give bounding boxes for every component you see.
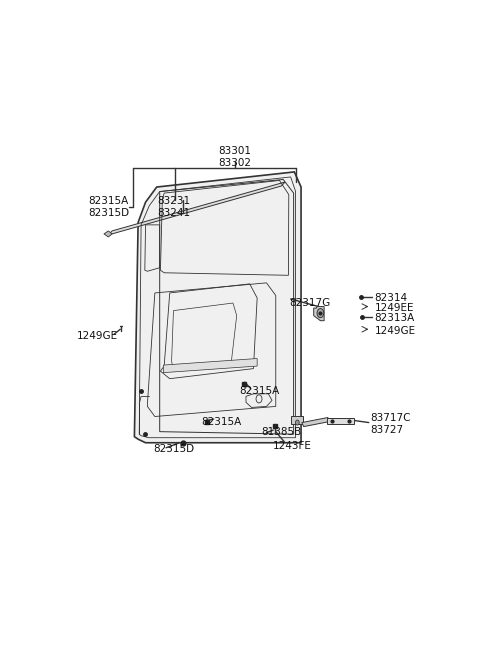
Text: 1249EE: 1249EE [374,303,414,313]
Text: 82313A: 82313A [374,313,415,323]
Circle shape [296,420,299,425]
Text: 83231
83241: 83231 83241 [157,196,190,218]
Text: 81385B: 81385B [261,426,301,437]
Polygon shape [327,417,354,424]
Polygon shape [302,417,330,426]
Text: 83301
83302: 83301 83302 [218,146,252,168]
Text: 1249GE: 1249GE [374,326,416,336]
Polygon shape [314,307,324,321]
Text: 1243FE: 1243FE [273,441,312,451]
Text: 82314: 82314 [374,293,408,303]
Polygon shape [104,231,112,237]
Polygon shape [108,182,285,235]
Text: 82315D: 82315D [153,444,194,455]
Text: 82315A
82315D: 82315A 82315D [88,196,129,218]
Circle shape [317,309,324,318]
Text: 83717C
83727: 83717C 83727 [371,413,411,435]
Polygon shape [291,415,302,424]
Text: 82317G: 82317G [289,298,330,308]
Text: 82315A: 82315A [202,417,242,426]
Text: 82315A: 82315A [239,386,279,396]
Polygon shape [163,358,257,373]
Text: 1249GE: 1249GE [77,331,118,341]
Polygon shape [134,172,301,443]
